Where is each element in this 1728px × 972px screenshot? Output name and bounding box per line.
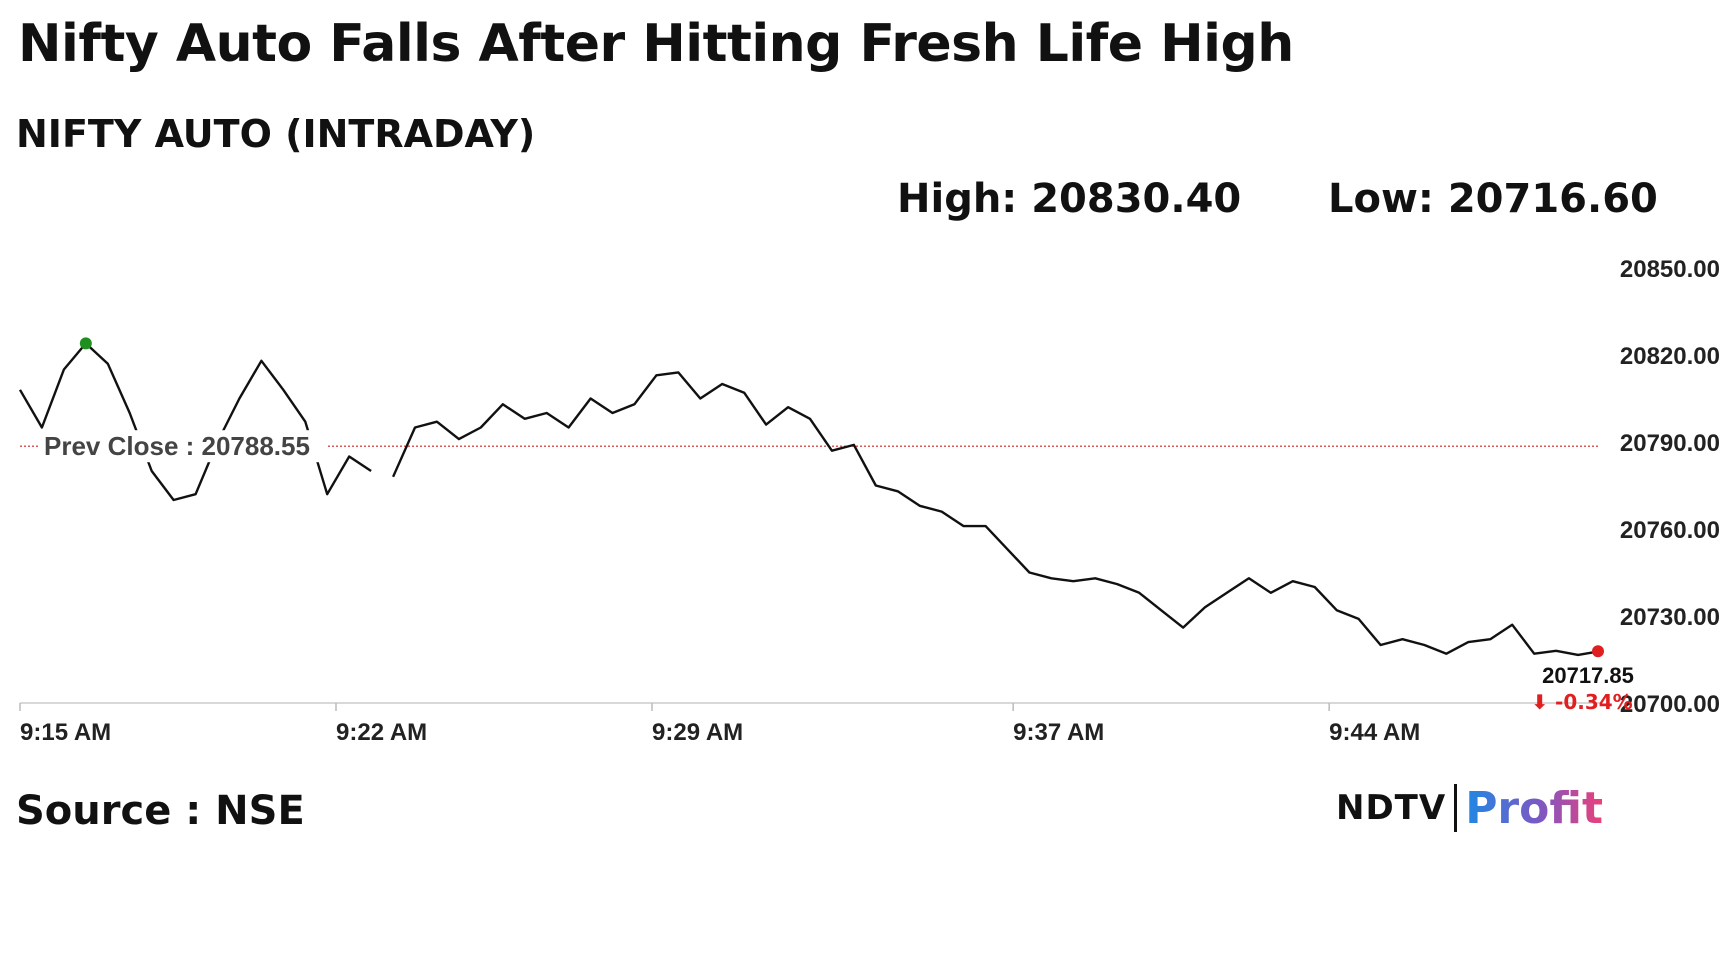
brand-logo: NDTV Profit — [1336, 780, 1603, 836]
y-tick-label: 20850.00 — [1620, 256, 1720, 283]
y-tick-label: 20760.00 — [1620, 517, 1720, 544]
series-line — [18, 342, 1601, 657]
prev-close-label-bg — [38, 430, 328, 463]
last-price-label: 20717.85 — [1542, 663, 1634, 688]
y-tick-label: 20730.00 — [1620, 604, 1720, 631]
x-axis-ticks: 9:15 AM 9:22 AM 9:29 AM 9:37 AM 9:44 AM — [19, 703, 1420, 746]
x-tick-label: 9:44 AM — [1329, 719, 1420, 746]
x-tick-label: 9:37 AM — [1013, 719, 1104, 746]
day-low-stat: Low: 20716.60 — [1328, 176, 1658, 222]
source-note: Source : NSE — [16, 788, 305, 834]
x-tick-label: 9:15 AM — [20, 719, 111, 746]
prev-close-label: Prev Close : 20788.55 — [44, 431, 310, 461]
x-tick-label: 9:29 AM — [652, 719, 743, 746]
y-tick-label: 20820.00 — [1620, 343, 1720, 370]
brand-profit-text: Profit — [1465, 782, 1604, 834]
y-tick-label: 20790.00 — [1620, 430, 1720, 457]
last-price-marker — [1592, 645, 1604, 658]
chart-headline: Nifty Auto Falls After Hitting Fresh Lif… — [18, 14, 1294, 74]
y-tick-label: 20700.00 — [1620, 691, 1720, 718]
day-high-marker — [79, 337, 92, 350]
x-tick-label: 9:22 AM — [336, 719, 427, 746]
day-high-stat: High: 20830.40 — [897, 176, 1242, 222]
chart-subtitle: NIFTY AUTO (INTRADAY) — [16, 112, 536, 156]
brand-ndtv-text: NDTV — [1336, 788, 1447, 828]
change-percent-label: ⬇ -0.34% — [1531, 690, 1632, 714]
brand-separator — [1454, 784, 1458, 832]
y-axis-ticks: 20850.00 20820.00 20790.00 20760.00 20730.00… — [1620, 256, 1720, 718]
intraday-line-chart: 20850.00 20820.00 20790.00 20760.00 20730.00… — [18, 256, 1720, 746]
